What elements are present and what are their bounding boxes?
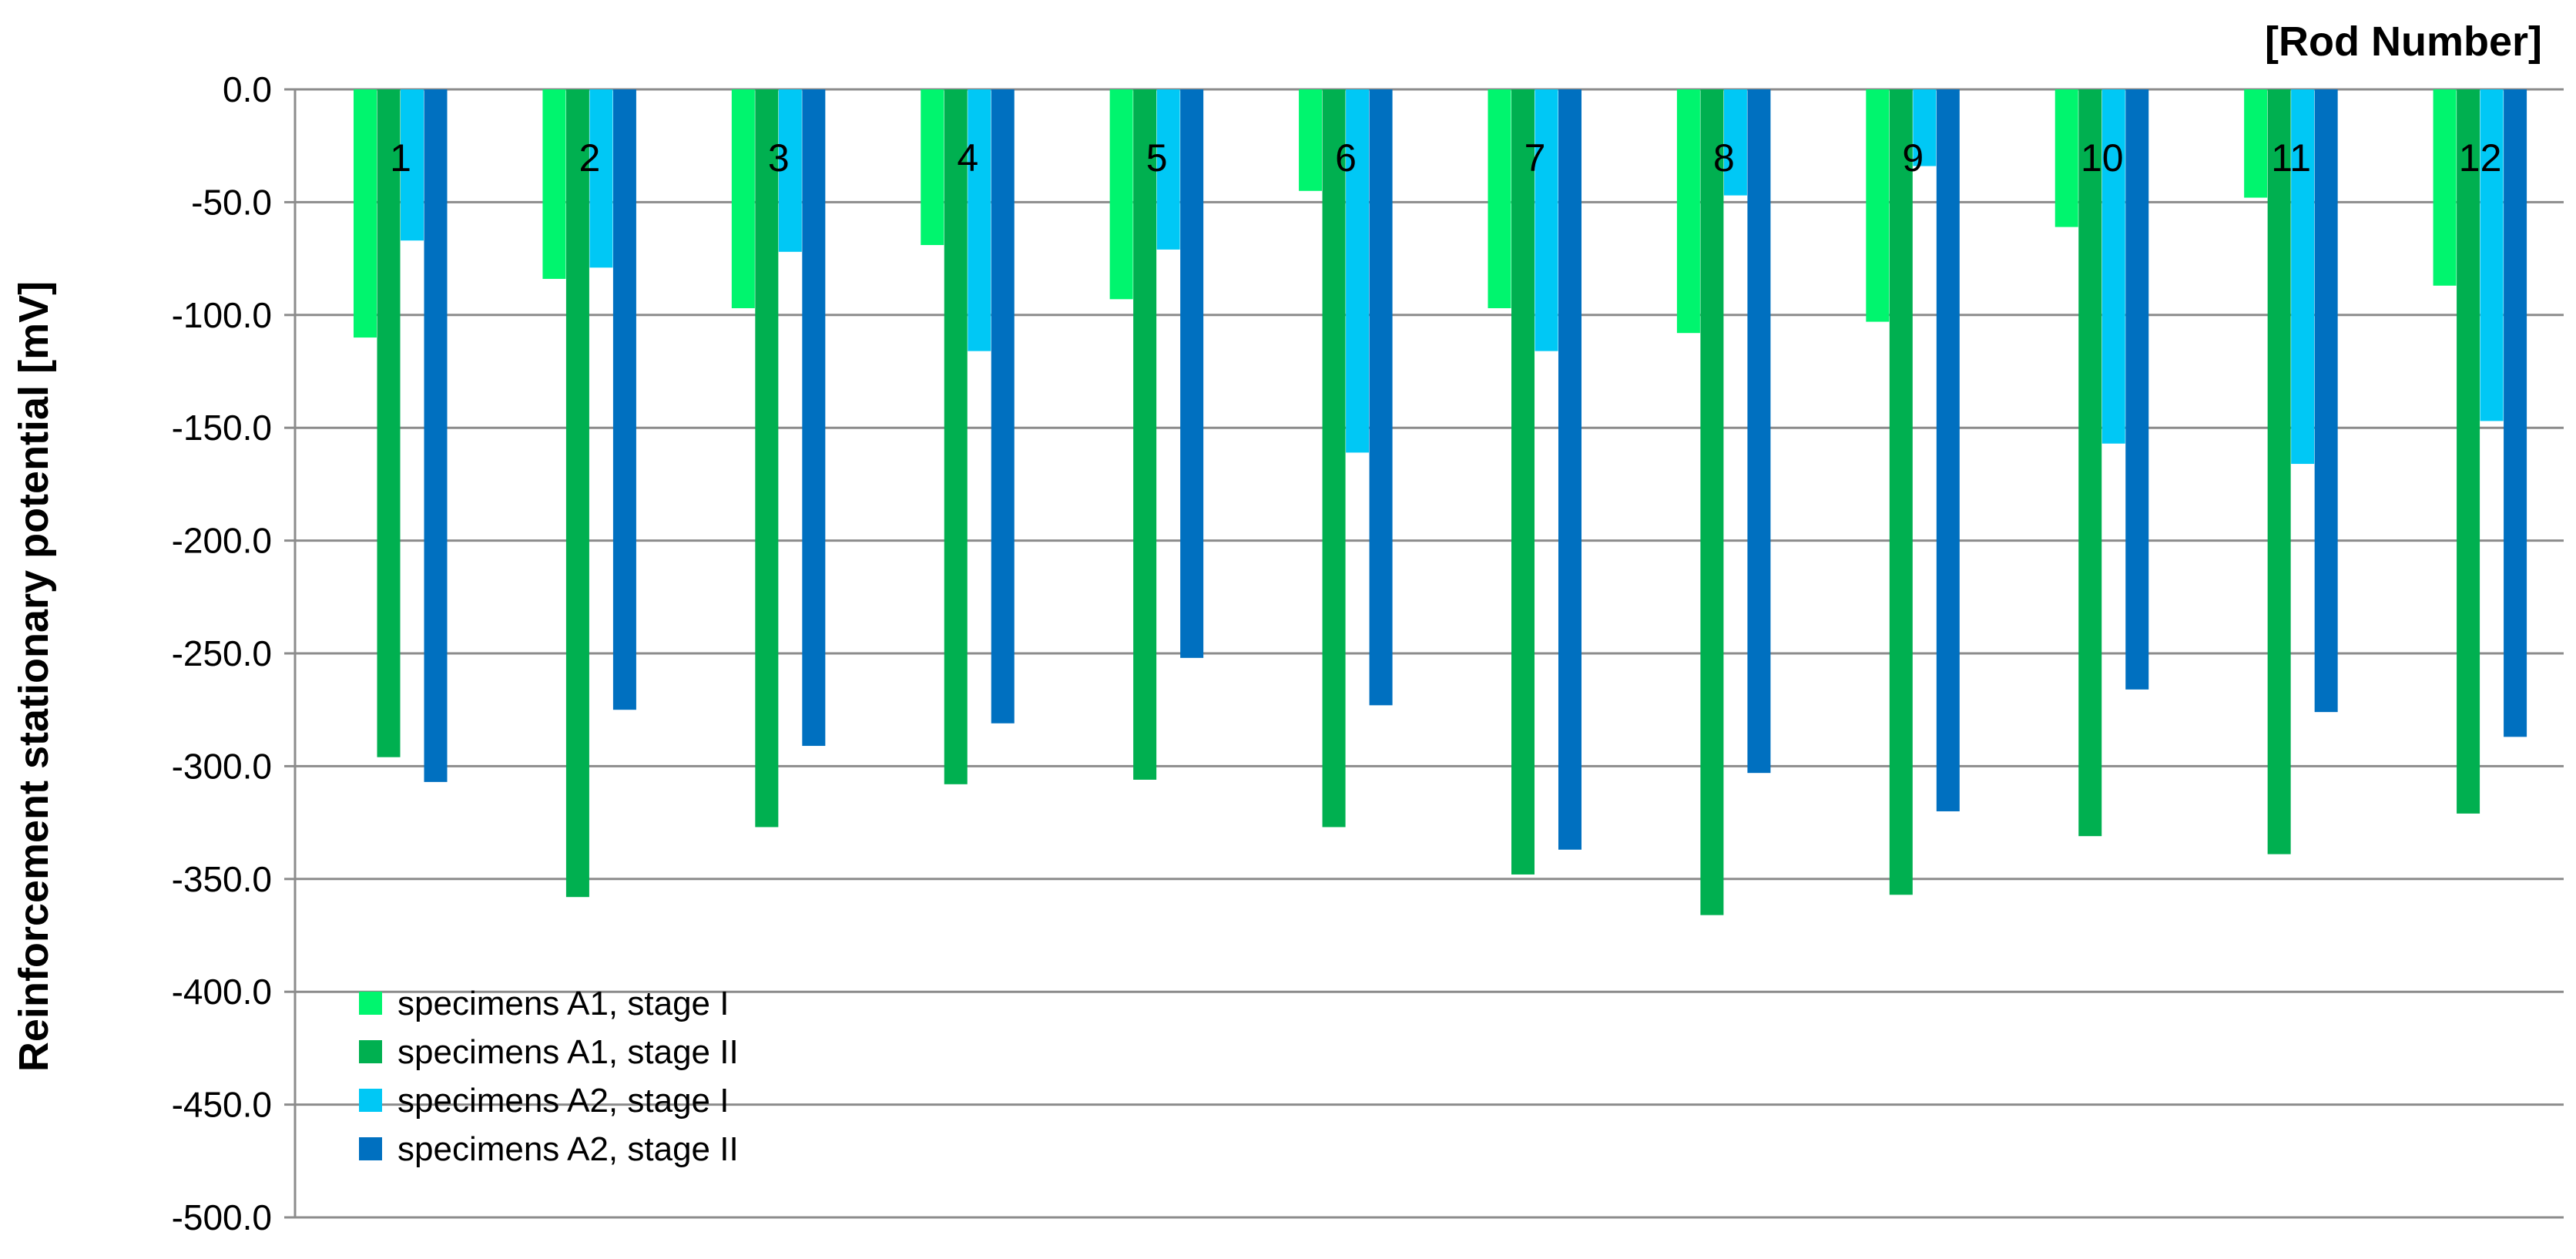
bar xyxy=(1558,89,1581,850)
y-tick-label: -150.0 xyxy=(172,408,272,448)
category-labels: 1 2 3 4 5 6 7 8 9 10 11 12 xyxy=(390,136,2501,180)
category-label: 1 xyxy=(390,136,411,180)
bar xyxy=(1723,89,1747,196)
y-tick-label: -50.0 xyxy=(191,182,272,222)
bar xyxy=(944,89,968,784)
bar xyxy=(542,89,566,279)
category-label: 12 xyxy=(2459,136,2502,180)
bar xyxy=(612,89,636,710)
legend: specimens A1, stage I specimens A1, stage… xyxy=(359,985,739,1168)
bar xyxy=(731,89,755,309)
category-label: 6 xyxy=(1335,136,1357,180)
bar xyxy=(1369,89,1393,706)
bar xyxy=(1866,89,1890,322)
bar xyxy=(2504,89,2527,737)
category-label: 11 xyxy=(2271,136,2311,180)
bar xyxy=(354,89,377,338)
y-tick-label: -100.0 xyxy=(172,295,272,335)
category-label: 8 xyxy=(1713,136,1735,180)
y-tick-label: -350.0 xyxy=(172,859,272,899)
bar xyxy=(2457,89,2480,814)
bar xyxy=(1133,89,1157,780)
bar xyxy=(991,89,1015,724)
y-tick-label: -250.0 xyxy=(172,633,272,673)
bar xyxy=(424,89,448,782)
bar xyxy=(565,89,589,898)
legend-swatch xyxy=(359,1040,382,1063)
bar xyxy=(2244,89,2268,198)
bar xyxy=(589,89,613,268)
category-label: 9 xyxy=(1902,136,1924,180)
bar xyxy=(1511,89,1535,875)
bar xyxy=(1535,89,1558,351)
category-label: 10 xyxy=(2081,136,2124,180)
bar xyxy=(1156,89,1180,250)
bar xyxy=(1346,89,1370,453)
bar xyxy=(2291,89,2315,465)
y-tick-label: -400.0 xyxy=(172,972,272,1012)
bar xyxy=(2480,89,2504,421)
bar xyxy=(1889,89,1913,895)
bar xyxy=(1700,89,1724,915)
y-tick-label: -500.0 xyxy=(172,1197,272,1237)
x-axis-title: [Rod Number] xyxy=(2265,18,2542,65)
legend-label: specimens A2, stage II xyxy=(397,1130,739,1168)
category-label: 4 xyxy=(957,136,978,180)
y-tick-label: -200.0 xyxy=(172,521,272,561)
bars xyxy=(354,89,2527,915)
category-label: 7 xyxy=(1524,136,1546,180)
legend-label: specimens A1, stage II xyxy=(397,1033,739,1071)
bar xyxy=(2314,89,2338,713)
bar xyxy=(2078,89,2102,837)
legend-label: specimens A1, stage I xyxy=(397,985,729,1022)
category-label: 3 xyxy=(768,136,790,180)
bar xyxy=(2125,89,2149,690)
legend-swatch xyxy=(359,1089,382,1112)
bar xyxy=(802,89,826,747)
bar xyxy=(1299,89,1323,191)
category-label: 2 xyxy=(579,136,601,180)
bar xyxy=(755,89,779,828)
bar xyxy=(921,89,944,246)
bar xyxy=(1936,89,1960,811)
y-tick-label: -300.0 xyxy=(172,746,272,786)
y-tick-label: -450.0 xyxy=(172,1085,272,1125)
bar xyxy=(2267,89,2291,854)
category-label: 5 xyxy=(1146,136,1168,180)
bar xyxy=(968,89,991,351)
bar xyxy=(2101,89,2125,444)
bar xyxy=(2433,89,2457,286)
bar xyxy=(1676,89,1700,334)
bar xyxy=(1747,89,1771,774)
y-tick-labels: 0.0 -50.0 -100.0 -150.0 -200.0 -250.0 -300.0 -3… xyxy=(172,69,272,1237)
bar xyxy=(401,89,424,241)
bar xyxy=(1322,89,1346,828)
bar xyxy=(377,89,401,757)
gridlines xyxy=(284,88,2564,1219)
legend-swatch xyxy=(359,1137,382,1160)
legend-label: specimens A2, stage I xyxy=(397,1082,729,1120)
y-axis-title: Reinforcement stationary potential [mV] xyxy=(11,281,57,1072)
bar xyxy=(778,89,802,252)
legend-swatch xyxy=(359,992,382,1015)
bar xyxy=(2054,89,2078,227)
y-tick-label: 0.0 xyxy=(223,69,272,109)
bar xyxy=(1180,89,1204,658)
bar xyxy=(1109,89,1133,300)
bar xyxy=(1913,89,1937,166)
bar xyxy=(1488,89,1511,309)
